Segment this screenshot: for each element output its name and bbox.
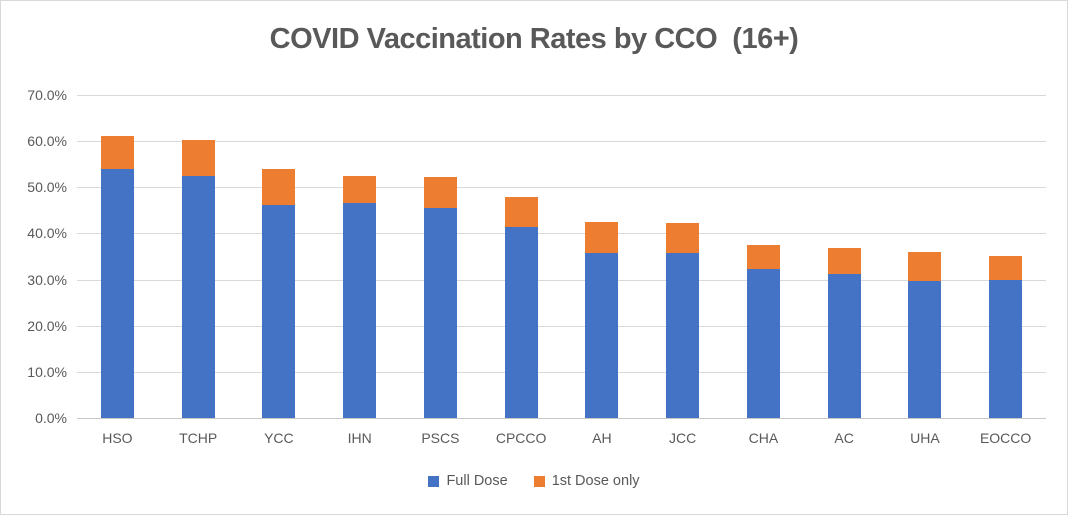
legend-label: Full Dose — [446, 473, 508, 489]
bar-segment-full-dose-ah[interactable] — [585, 252, 619, 418]
x-tick-label-pscs: PSCS — [421, 430, 460, 446]
bar-cell-hso — [77, 95, 158, 418]
bar-segment-full-dose-eocco[interactable] — [989, 279, 1023, 418]
stacked-bar-cha — [746, 95, 780, 418]
bar-segment-full-dose-jcc[interactable] — [666, 253, 700, 418]
bar-segment-1st-dose-only-uha[interactable] — [908, 252, 942, 281]
x-tick-label-ihn: IHN — [347, 430, 372, 446]
legend-label: 1st Dose only — [551, 473, 640, 489]
bar-segment-1st-dose-only-jcc[interactable] — [666, 222, 700, 254]
x-tick-label-ah: AH — [592, 430, 612, 446]
x-axis-line — [77, 418, 1046, 419]
y-gridline — [77, 141, 1046, 143]
stacked-bar-tchp — [181, 95, 215, 418]
bar-segment-1st-dose-only-ycc[interactable] — [262, 168, 296, 205]
bar-segment-1st-dose-only-ah[interactable] — [585, 221, 619, 253]
bar-cell-ihn — [319, 95, 400, 418]
bar-segment-1st-dose-only-ac[interactable] — [827, 247, 861, 275]
legend-swatch-icon — [428, 475, 440, 487]
y-gridline — [77, 279, 1046, 281]
bar-segment-1st-dose-only-pscs[interactable] — [423, 177, 457, 209]
y-gridline — [77, 233, 1046, 235]
y-gridline — [77, 325, 1046, 327]
x-tick-label-hso: HSO — [102, 430, 133, 446]
legend-item-1st-dose-only[interactable]: 1st Dose only — [533, 473, 640, 489]
y-tick-label: 50.0% — [27, 179, 67, 196]
x-tick-label-ac: AC — [834, 430, 854, 446]
bar-segment-1st-dose-only-hso[interactable] — [100, 135, 134, 169]
bar-segment-full-dose-ihn[interactable] — [343, 203, 377, 418]
bar-cell-cpcco — [481, 95, 562, 418]
y-tick-label: 70.0% — [27, 87, 67, 103]
bar-cell-jcc — [642, 95, 723, 418]
stacked-bar-ah — [585, 95, 619, 418]
bar-segment-full-dose-uha[interactable] — [908, 280, 942, 418]
stacked-bar-pscs — [423, 95, 457, 418]
legend-item-full-dose[interactable]: Full Dose — [428, 473, 508, 489]
stacked-bar-ac — [827, 95, 861, 418]
bar-segment-full-dose-hso[interactable] — [100, 168, 134, 418]
bar-cell-ac — [804, 95, 885, 418]
y-tick-label: 60.0% — [27, 133, 67, 150]
y-tick-label: 10.0% — [27, 363, 67, 380]
bar-cell-eocco — [965, 95, 1046, 418]
y-gridline — [77, 371, 1046, 373]
bar-segment-1st-dose-only-cpcco[interactable] — [504, 197, 538, 227]
y-tick-label: 40.0% — [27, 225, 67, 242]
bar-segment-full-dose-ycc[interactable] — [262, 204, 296, 418]
bars-row — [77, 95, 1046, 418]
bar-cell-ah — [562, 95, 643, 418]
bar-cell-pscs — [400, 95, 481, 418]
stacked-bar-cpcco — [504, 95, 538, 418]
x-tick-label-cpcco: CPCCO — [495, 430, 547, 446]
bar-segment-1st-dose-only-ihn[interactable] — [343, 175, 377, 204]
y-tick-label: 30.0% — [27, 271, 67, 288]
x-tick-label-eocco: EOCCO — [979, 430, 1032, 446]
legend: Full Dose 1st Dose only — [1, 473, 1067, 489]
stacked-bar-eocco — [989, 95, 1023, 418]
bar-segment-full-dose-cpcco[interactable] — [504, 226, 538, 418]
stacked-bar-ycc — [262, 95, 296, 418]
bar-segment-1st-dose-only-cha[interactable] — [746, 245, 780, 270]
bar-cell-ycc — [239, 95, 320, 418]
bar-segment-full-dose-ac[interactable] — [827, 274, 861, 418]
y-tick-label: 0.0% — [35, 410, 67, 426]
stacked-bar-ihn — [343, 95, 377, 418]
x-tick-label-cha: CHA — [748, 430, 779, 446]
bar-segment-full-dose-cha[interactable] — [746, 269, 780, 418]
stacked-bar-uha — [908, 95, 942, 418]
x-tick-label-uha: UHA — [910, 430, 940, 446]
x-tick-label-ycc: YCC — [264, 430, 294, 446]
x-tick-label-tchp: TCHP — [179, 430, 218, 446]
bar-cell-cha — [723, 95, 804, 418]
plot-area — [77, 95, 1046, 419]
stacked-bar-hso — [100, 95, 134, 418]
y-gridline — [77, 187, 1046, 189]
bar-cell-tchp — [158, 95, 239, 418]
x-tick-label-jcc: JCC — [669, 430, 697, 446]
y-tick-label: 20.0% — [27, 317, 67, 334]
y-gridline — [77, 95, 1046, 96]
bar-segment-full-dose-tchp[interactable] — [181, 175, 215, 418]
chart-title: COVID Vaccination Rates by CCO (16+) — [269, 23, 799, 55]
bar-segment-1st-dose-only-eocco[interactable] — [989, 255, 1023, 280]
legend-swatch-icon — [533, 475, 545, 487]
bar-cell-uha — [885, 95, 966, 418]
stacked-bar-jcc — [666, 95, 700, 418]
bar-segment-1st-dose-only-tchp[interactable] — [181, 140, 215, 176]
x-axis-labels: HSO TCHP YCC IHN PSCS CPCCO AH JCC CHA AC UHA EOCCO — [77, 430, 1046, 446]
bar-segment-full-dose-pscs[interactable] — [423, 208, 457, 418]
